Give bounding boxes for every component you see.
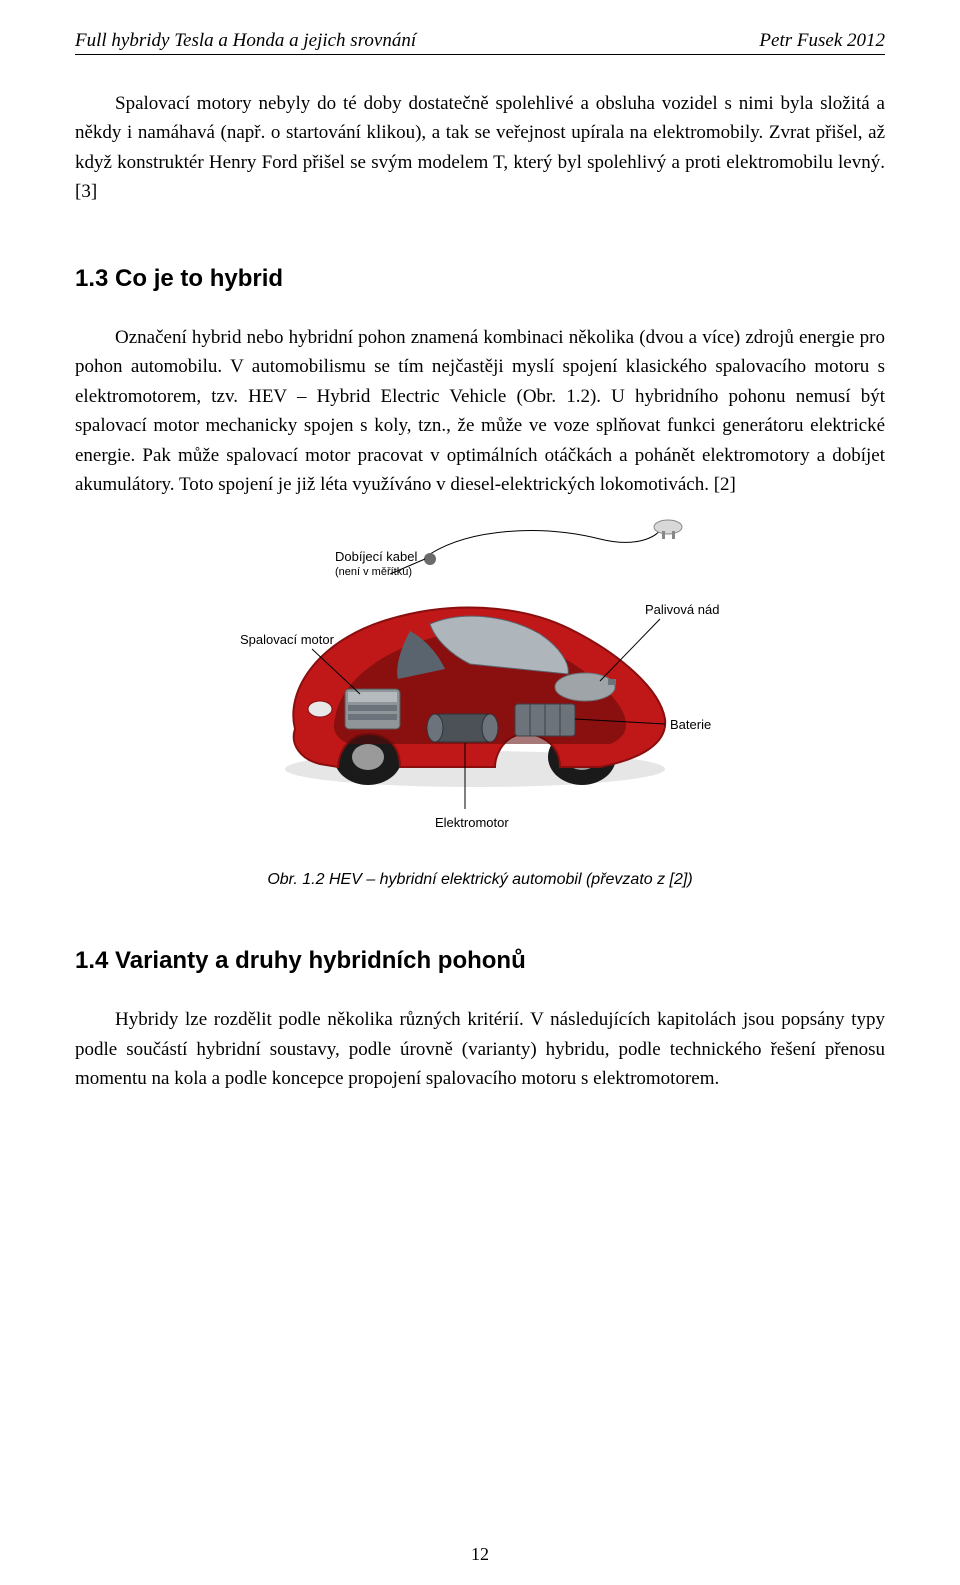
paragraph-intro: Spalovací motory nebyly do té doby dosta…: [75, 89, 885, 207]
paragraph-hybrid-def: Označení hybrid nebo hybridní pohon znam…: [75, 323, 885, 500]
header-right: Petr Fusek 2012: [759, 30, 885, 52]
figure-caption: Obr. 1.2 HEV – hybridní elektrický autom…: [267, 871, 692, 889]
figure-hev: Dobíjecí kabel (není v měřítku) Spalovac…: [75, 519, 885, 889]
hev-diagram: Dobíjecí kabel (není v měřítku) Spalovac…: [240, 519, 720, 849]
label-elektromotor: Elektromotor: [435, 815, 509, 830]
paragraph-variants: Hybridy lze rozdělit podle několika různ…: [75, 1005, 885, 1093]
heading-1-4: 1.4 Varianty a druhy hybridních pohonů: [75, 947, 885, 975]
page: Full hybridy Tesla a Honda a jejich srov…: [0, 0, 960, 1585]
page-header: Full hybridy Tesla a Honda a jejich srov…: [75, 30, 885, 55]
label-dobijeci-sub: (není v měřítku): [335, 566, 412, 578]
header-left: Full hybridy Tesla a Honda a jejich srov…: [75, 30, 416, 52]
label-spalovaci-motor: Spalovací motor: [240, 632, 335, 647]
page-number: 12: [0, 1544, 960, 1565]
heading-1-3: 1.3 Co je to hybrid: [75, 265, 885, 293]
label-dobijeci-kabel: Dobíjecí kabel: [335, 549, 417, 564]
label-baterie: Baterie: [670, 717, 711, 732]
label-palivova-nadrz: Palivová nádrž: [645, 602, 720, 617]
